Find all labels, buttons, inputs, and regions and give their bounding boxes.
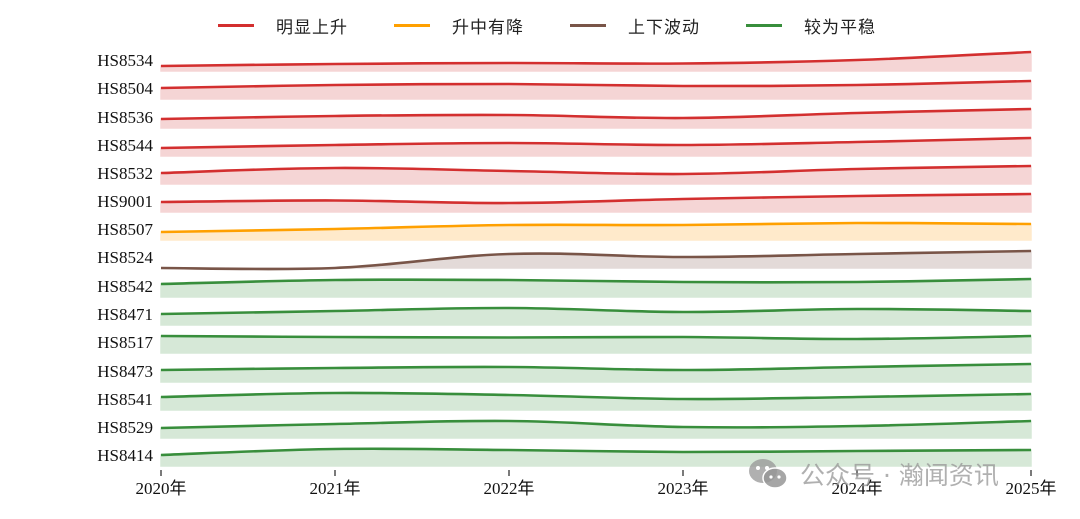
x-axis-label: 2020年 [135, 479, 187, 498]
series-line [160, 419, 1032, 430]
series-HS8541 [160, 391, 1032, 411]
y-axis-label: HS8507 [97, 220, 153, 239]
series-HS8532 [160, 164, 1032, 185]
y-axis-label: HS8542 [97, 277, 153, 296]
series-HS8529 [160, 419, 1032, 439]
series-HS8524 [160, 249, 1032, 271]
legend-line-icon [746, 23, 782, 27]
y-axis-label: HS8414 [97, 446, 153, 465]
series-line [160, 136, 1032, 150]
legend-item: 升中有降 [394, 13, 524, 38]
y-axis-label: HS8544 [97, 136, 153, 155]
y-axis-label: HS8524 [97, 248, 153, 267]
series-HS8542 [160, 277, 1032, 298]
y-axis-label: HS8536 [97, 108, 153, 127]
series-line [160, 362, 1032, 372]
y-axis-label: HS8534 [97, 51, 153, 70]
x-axis-label: 2024年 [831, 479, 883, 498]
y-axis-label: HS8471 [97, 305, 153, 324]
series-HS9001 [160, 192, 1032, 213]
series-line [160, 221, 1032, 234]
series-HS8507 [160, 221, 1032, 241]
series-line [160, 334, 1032, 341]
series-line [160, 277, 1032, 286]
series-HS8471 [160, 306, 1032, 326]
watermark: 公众号 · 瀚闻资讯 [748, 456, 999, 492]
series-HS8536 [160, 107, 1032, 129]
legend-label: 上下波动 [628, 17, 700, 38]
series-line [160, 79, 1032, 90]
legend-item: 明显上升 [218, 13, 348, 38]
series-line [160, 447, 1032, 457]
series-line [160, 249, 1032, 271]
legend-label: 较为平稳 [804, 17, 876, 38]
legend-label: 升中有降 [452, 17, 524, 38]
y-axis-label: HS8532 [97, 164, 153, 183]
series-HS8414 [160, 447, 1032, 467]
series-line [160, 107, 1032, 121]
y-axis-label: HS8517 [97, 333, 153, 352]
y-axis-label: HS8504 [97, 79, 153, 98]
wechat-icon [748, 458, 788, 490]
watermark-text: 公众号 · 瀚闻资讯 [800, 461, 999, 490]
legend-line-icon [218, 23, 254, 27]
series-HS8473 [160, 362, 1032, 383]
legend-item: 上下波动 [570, 13, 700, 38]
series-line [160, 192, 1032, 205]
series-HS8504 [160, 79, 1032, 100]
series-line [160, 164, 1032, 176]
chart-legend: 明显上升 升中有降 上下波动 较为平稳 [218, 12, 922, 38]
legend-line-icon [570, 23, 606, 27]
series-area [160, 51, 1032, 72]
series-line [160, 306, 1032, 316]
y-axis-label: HS8541 [97, 390, 153, 409]
series-line [160, 391, 1032, 401]
x-axis-label: 2022年 [483, 479, 535, 498]
legend-item: 较为平稳 [746, 13, 876, 38]
y-axis-label: HS8473 [97, 362, 153, 381]
y-axis-label: HS8529 [97, 418, 153, 437]
x-axis-label: 2023年 [657, 479, 709, 498]
legend-line-icon [394, 23, 430, 27]
y-axis-label: HS9001 [97, 192, 153, 211]
legend-label: 明显上升 [276, 17, 348, 38]
x-axis-label: 2025年 [1005, 479, 1057, 498]
x-axis-label: 2021年 [309, 479, 361, 498]
series-line [160, 50, 1032, 68]
series-HS8517 [160, 334, 1032, 354]
series-HS8544 [160, 136, 1032, 157]
series-HS8534 [160, 50, 1032, 72]
